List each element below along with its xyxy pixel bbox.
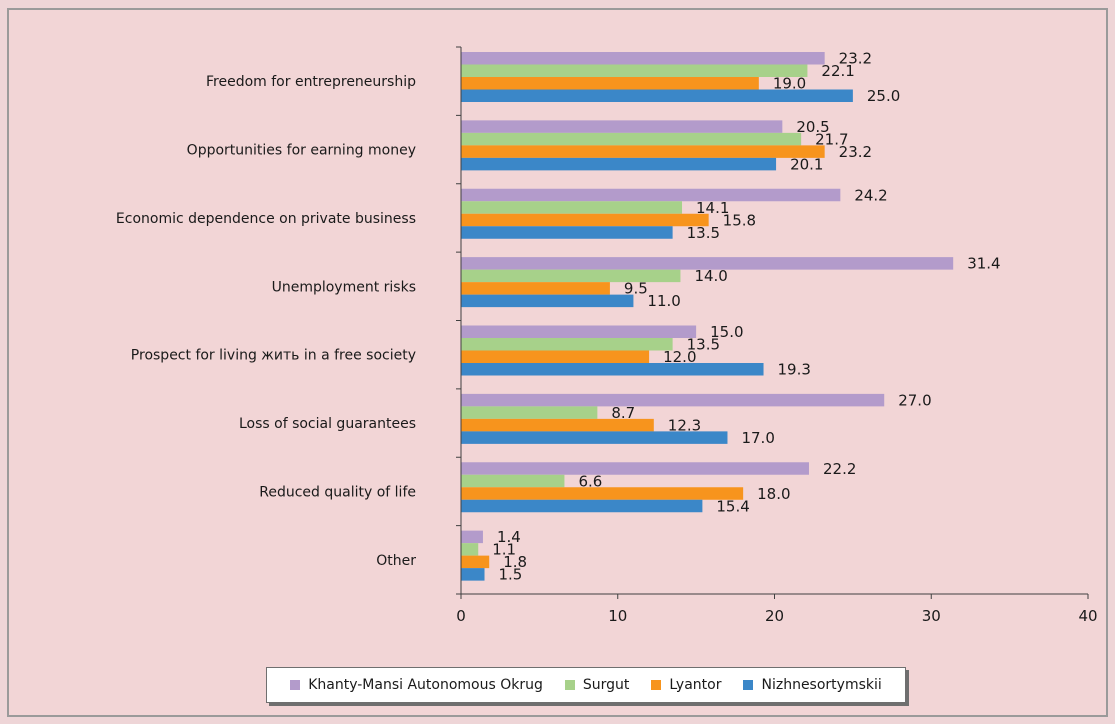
bar xyxy=(461,499,703,513)
data-label: 23.2 xyxy=(839,50,872,68)
bar xyxy=(461,145,825,158)
bar xyxy=(461,487,744,500)
data-label: 17.0 xyxy=(741,429,774,447)
legend-swatch xyxy=(564,680,575,690)
data-label: 18.0 xyxy=(757,485,790,503)
bar xyxy=(461,474,565,488)
legend-item: Surgut xyxy=(564,677,630,693)
bar xyxy=(461,543,479,556)
data-label: 6.6 xyxy=(578,472,602,490)
bar xyxy=(461,338,673,351)
bar xyxy=(461,120,783,133)
legend-swatch xyxy=(743,680,754,690)
data-label: 12.3 xyxy=(668,416,701,434)
data-label: 21.7 xyxy=(815,130,848,148)
legend-item: Nizhnesortymskii xyxy=(743,677,882,693)
category-label: Prospect for living жить in a free socie… xyxy=(131,348,416,364)
x-tick-label: 40 xyxy=(1078,607,1097,625)
bar xyxy=(461,188,841,202)
data-label: 31.4 xyxy=(967,255,1000,273)
bar xyxy=(461,393,885,407)
category-label: Freedom for entrepreneurship xyxy=(206,74,416,90)
legend-item: Khanty-Mansi Autonomous Okrug xyxy=(290,677,543,693)
bar xyxy=(461,462,809,475)
legend-swatch xyxy=(290,680,301,690)
data-label: 1.8 xyxy=(503,553,527,571)
bar xyxy=(461,226,673,239)
data-label: 15.0 xyxy=(710,323,743,341)
bar xyxy=(461,530,483,544)
bar xyxy=(461,269,681,283)
legend-label: Surgut xyxy=(582,677,630,693)
x-tick-label: 0 xyxy=(456,607,466,625)
bar xyxy=(461,418,654,432)
data-label: 15.4 xyxy=(716,497,749,515)
data-label: 25.0 xyxy=(867,87,900,105)
x-tick-label: 20 xyxy=(765,607,784,625)
legend-label: Nizhnesortymskii xyxy=(761,677,882,693)
category-label: Loss of social guarantees xyxy=(239,416,416,432)
data-label: 22.1 xyxy=(821,62,854,80)
bar xyxy=(461,89,853,102)
bar xyxy=(461,282,610,295)
data-label: 13.5 xyxy=(687,224,720,242)
bar xyxy=(461,132,802,146)
bar xyxy=(461,350,650,363)
data-label: 1.4 xyxy=(497,528,521,546)
bar xyxy=(461,213,709,227)
bar xyxy=(461,431,728,444)
data-label: 12.0 xyxy=(663,348,696,366)
bar xyxy=(461,325,697,338)
legend: Khanty-Mansi Autonomous Okrug Surgut Lyant… xyxy=(266,667,906,703)
category-label: Economic dependence on private business xyxy=(116,211,416,227)
data-label: 19.3 xyxy=(778,361,811,379)
chart-frame: 23.2 22.1 19.0 25.0 Freedom for entrepreneur… xyxy=(7,8,1108,717)
bar xyxy=(461,406,598,419)
data-label: 19.0 xyxy=(773,75,806,93)
data-label: 9.5 xyxy=(624,280,648,298)
bar xyxy=(461,157,777,171)
legend-label: Lyantor xyxy=(669,677,722,693)
category-label: Opportunities for earning money xyxy=(187,143,416,159)
x-tick-label: 30 xyxy=(922,607,941,625)
data-label: 20.1 xyxy=(790,155,823,173)
bar xyxy=(461,568,485,581)
category-label: Reduced quality of life xyxy=(259,484,416,500)
x-tick-label: 10 xyxy=(608,607,627,625)
bar xyxy=(461,257,954,270)
data-label: 11.0 xyxy=(647,292,680,310)
bar xyxy=(461,64,808,77)
data-label: 24.2 xyxy=(854,186,887,204)
bar xyxy=(461,363,764,376)
bar xyxy=(461,555,490,569)
data-label: 13.5 xyxy=(687,336,720,354)
legend-swatch xyxy=(651,680,662,690)
data-label: 1.5 xyxy=(499,566,523,584)
bar xyxy=(461,294,634,308)
data-label: 27.0 xyxy=(898,391,931,409)
category-label: Other xyxy=(376,553,416,569)
data-label: 8.7 xyxy=(611,404,635,422)
legend-item: Lyantor xyxy=(651,677,721,693)
bar xyxy=(461,52,825,65)
category-label: Unemployment risks xyxy=(272,279,416,295)
data-label: 14.1 xyxy=(696,199,729,217)
bar xyxy=(461,77,759,90)
data-label: 14.0 xyxy=(694,267,727,285)
data-label: 22.2 xyxy=(823,460,856,478)
data-label: 20.5 xyxy=(796,118,829,136)
data-label: 23.2 xyxy=(839,143,872,161)
bar xyxy=(461,201,683,214)
data-label: 1.1 xyxy=(492,541,516,559)
legend-label: Khanty-Mansi Autonomous Okrug xyxy=(308,677,543,693)
data-label: 15.8 xyxy=(723,211,756,229)
